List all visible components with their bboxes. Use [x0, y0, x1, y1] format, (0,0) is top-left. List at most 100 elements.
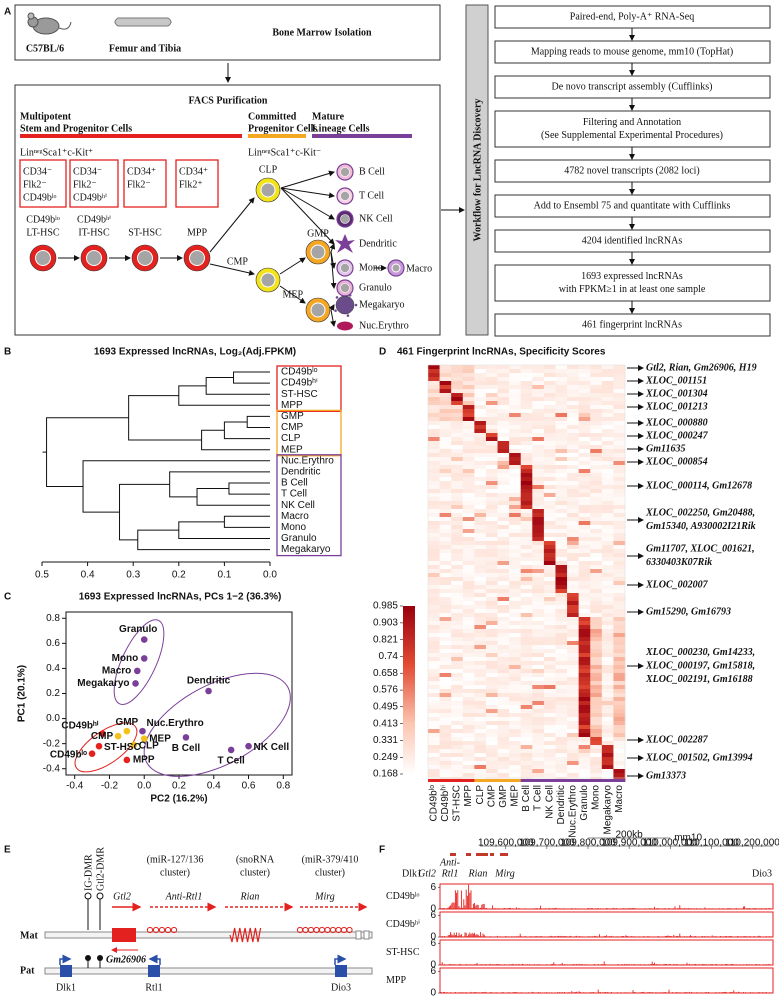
heatmap-cell	[578, 597, 591, 602]
heatmap-cell	[497, 613, 510, 618]
heatmap-cell	[613, 433, 626, 438]
heatmap-cell	[601, 693, 614, 698]
heatmap-cell	[555, 385, 568, 390]
heatmap-cell	[439, 433, 452, 438]
heatmap-cell	[555, 521, 568, 526]
heatmap-cell	[497, 381, 510, 386]
heatmap-cell	[485, 609, 498, 614]
heatmap-cell	[497, 705, 510, 710]
heatmap-cell	[497, 545, 510, 550]
heatmap-cell	[532, 605, 545, 610]
heatmap-cell	[613, 573, 626, 578]
column-label: NK Cell	[544, 785, 555, 819]
label: NK Cell	[359, 213, 393, 224]
heatmap-cell	[509, 621, 522, 626]
coordinate-label: 109,600,000	[478, 838, 534, 849]
heatmap-cell	[590, 729, 603, 734]
heatmap-cell	[555, 501, 568, 506]
heatmap-cell	[451, 429, 464, 434]
heatmap-cell	[439, 693, 452, 698]
heatmap-cell	[601, 397, 614, 402]
heatmap-cell	[520, 565, 533, 570]
heatmap-cell	[485, 557, 498, 562]
heatmap-cell	[462, 689, 475, 694]
heatmap-cell	[520, 413, 533, 418]
heatmap-cell	[428, 689, 440, 694]
heatmap-cell	[509, 769, 522, 774]
heatmap-cell	[601, 533, 614, 538]
heatmap-cell	[474, 641, 487, 646]
heatmap-cell	[555, 465, 568, 470]
heatmap-cell	[451, 489, 464, 494]
heatmap-cell	[578, 577, 591, 582]
heatmap-cell	[474, 469, 487, 474]
heatmap-cell	[451, 541, 464, 546]
gene-label: Dio3	[331, 982, 351, 993]
heatmap-cell	[567, 749, 579, 754]
heatmap-cell	[590, 433, 603, 438]
dendrogram-link	[178, 385, 270, 406]
heatmap-cell	[543, 433, 556, 438]
heatmap-cell	[543, 545, 556, 550]
heatmap-cell	[462, 405, 475, 410]
heatmap-cell	[462, 549, 475, 554]
label: Add to Ensembl 75 and quantitate with Cu…	[534, 200, 731, 211]
heatmap-cell	[485, 721, 498, 726]
heatmap-cell	[439, 645, 452, 650]
heatmap-cell	[601, 637, 614, 642]
heatmap-cell	[601, 625, 614, 630]
heatmap-cell	[590, 553, 603, 558]
heatmap-cell	[474, 717, 487, 722]
dendrogram-link	[233, 371, 270, 384]
scale-label: 200kb	[615, 830, 643, 841]
gene-annotation: Gm15340, A930002I21Rik	[646, 521, 756, 532]
heatmap-cell	[451, 457, 464, 462]
heatmap-cell	[509, 525, 522, 530]
heatmap-cell	[520, 405, 533, 410]
heatmap-cell	[567, 469, 579, 474]
heatmap-cell	[462, 473, 475, 478]
heatmap-cell	[543, 513, 556, 518]
heatmap-cell	[462, 681, 475, 686]
gene-box	[355, 930, 362, 940]
heatmap-cell	[590, 585, 603, 590]
leaf-label: CLP	[281, 433, 301, 444]
point-label: Dendritic	[187, 676, 231, 687]
heatmap-cell	[601, 661, 614, 666]
heatmap-cell	[428, 597, 440, 602]
heatmap-cell	[590, 741, 603, 746]
heatmap-cell	[509, 509, 522, 514]
heatmap-cell	[590, 549, 603, 554]
heatmap-cell	[601, 769, 614, 774]
heatmap-cell	[578, 437, 591, 442]
heatmap-cell	[578, 553, 591, 558]
heatmap-cell	[543, 621, 556, 626]
heatmap-cell	[451, 505, 464, 510]
track-tick-label: 6	[430, 910, 436, 921]
column-label: Megakaryo	[602, 785, 613, 835]
heatmap-cell	[509, 673, 522, 678]
x-axis-label: PC2 (16.2%)	[150, 794, 207, 805]
heatmap-cell	[578, 401, 591, 406]
heatmap-cell	[462, 645, 475, 650]
heatmap-cell	[601, 617, 614, 622]
y-tick-label: 0.4	[46, 663, 60, 674]
heatmap-cell	[555, 709, 568, 714]
cell-granule	[348, 293, 352, 297]
heatmap-cell	[509, 657, 522, 662]
heatmap-cell	[613, 469, 626, 474]
x-tick-label: 0.6	[242, 781, 256, 792]
heatmap-cell	[509, 493, 522, 498]
heatmap-cell	[439, 425, 452, 430]
heatmap-cell	[451, 573, 464, 578]
heatmap-cell	[509, 697, 522, 702]
gene-label: Anti-Rtl1	[165, 891, 203, 902]
heatmap-cell	[509, 521, 522, 526]
gene-annotation: XLOC_000854	[645, 456, 708, 467]
heatmap-cell	[543, 405, 556, 410]
heatmap-cell	[567, 769, 579, 774]
label: CMP	[227, 256, 249, 267]
heatmap-cell	[439, 621, 452, 626]
heatmap-cell	[474, 505, 487, 510]
leaf-label: Mono	[281, 522, 306, 533]
